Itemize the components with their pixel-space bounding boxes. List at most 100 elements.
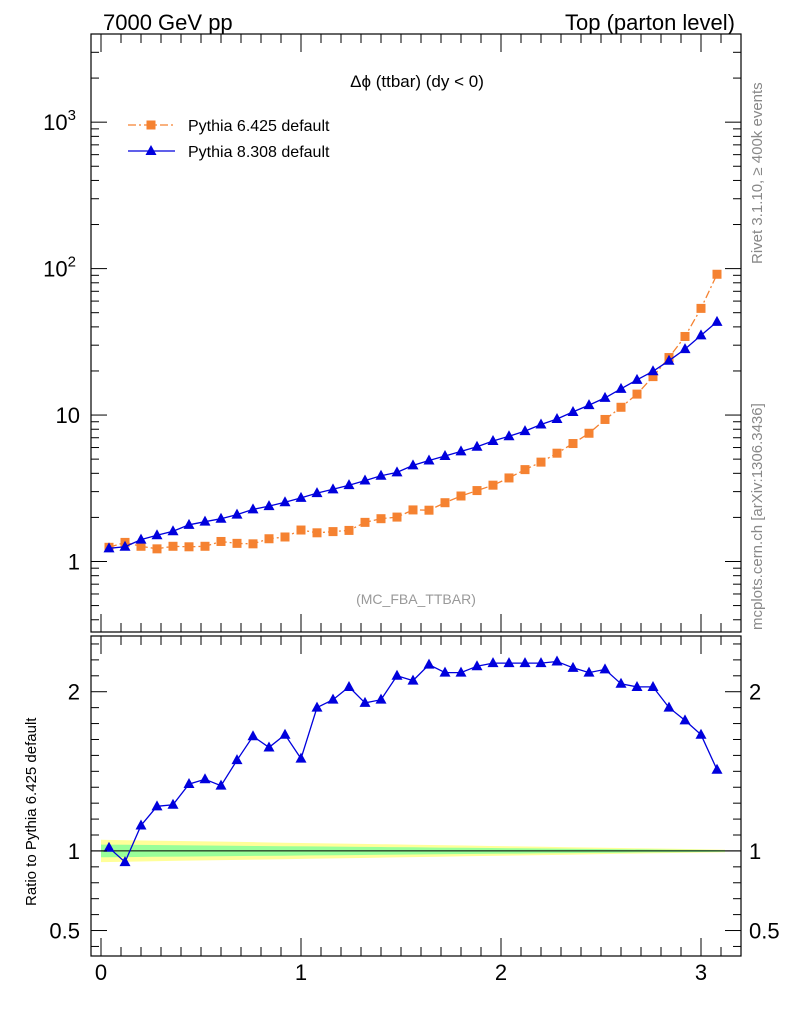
legend-entry-pythia6: Pythia 6.425 default [128,118,330,135]
legend-entry-pythia8: Pythia 8.308 default [128,144,330,161]
ratio-point [583,666,595,677]
series-point-0 [600,414,610,424]
series-point-1 [519,425,531,436]
series-point-1 [263,500,275,511]
ratio-point [407,674,419,685]
series-point-1 [583,399,595,410]
series-point-0 [344,525,354,535]
ratio-ytick-label-left: 0.5 [49,919,80,944]
series-point-1 [567,405,579,416]
series-point-1 [487,434,499,445]
ratio-point [263,741,275,752]
ratio-point [215,779,227,790]
series-point-1 [471,440,483,451]
series-point-1 [679,343,691,354]
ratio-xtick-label: 0 [95,960,107,985]
series-point-0 [552,448,562,458]
series-point-1 [215,512,227,523]
ratio-ylabel: Ratio to Pythia 6.425 default [23,717,40,906]
series-point-1 [359,474,371,485]
main-ytick-label: 103 [43,107,76,135]
series-point-0 [488,480,498,490]
series-point-0 [504,473,514,483]
series-point-1 [423,454,435,465]
ratio-point [295,752,307,763]
series-point-1 [247,503,259,514]
ratio-point [647,680,659,691]
series-point-1 [455,445,467,456]
series-point-1 [183,518,195,529]
ratio-point [535,657,547,668]
ratio-ytick-label-right: 1 [749,839,761,864]
series-point-0 [168,541,178,551]
series-point-1 [647,365,659,376]
series-point-0 [200,541,210,551]
series-point-1 [631,373,643,384]
ratio-point [359,696,371,707]
ratio-point [439,666,451,677]
series-point-0 [520,465,530,475]
chart-title: Δϕ (ttbar) (dy < 0) [350,72,484,91]
series-point-0 [232,538,242,548]
series-point-1 [615,382,627,393]
ratio-point [695,728,707,739]
ratio-point [599,663,611,674]
ratio-point [247,730,259,741]
series-point-0 [408,505,418,515]
legend-label-pythia8: Pythia 8.308 default [188,144,330,161]
main-panel: Δϕ (ttbar) (dy < 0) (MC_FBA_TTBAR) 11010… [43,33,742,633]
analysis-label: (MC_FBA_TTBAR) [356,591,476,607]
series-point-0 [312,528,322,538]
ratio-ytick-label-left: 1 [68,839,80,864]
ratio-point [103,841,115,852]
series-point-1 [391,466,403,477]
series-line-0 [108,274,718,550]
ratio-point [375,693,387,704]
main-series [103,269,723,554]
header-left: 7000 GeV pp [103,10,233,35]
ratio-point [343,680,355,691]
ratio-point [135,819,147,830]
main-ytick-exp: 2 [68,254,76,271]
ratio-x-axis: 0 1 2 3 [95,636,722,985]
ratio-line [108,660,718,864]
series-point-0 [536,457,546,467]
ratio-point [199,773,211,784]
header-right: Top (parton level) [565,10,735,35]
main-frame [90,33,742,633]
ratio-point [455,666,467,677]
ratio-point [663,701,675,712]
series-point-1 [503,430,515,441]
series-point-1 [407,459,419,470]
main-ytick-label: 10 [56,403,80,428]
series-point-1 [695,329,707,340]
series-point-0 [264,534,274,544]
series-point-1 [439,450,451,461]
series-point-1 [119,540,131,551]
series-point-0 [616,402,626,412]
series-point-1 [199,515,211,526]
series-point-1 [711,315,723,326]
series-point-0 [712,269,722,279]
ratio-ytick-label-right: 0.5 [749,919,780,944]
ratio-point [679,714,691,725]
series-point-0 [376,514,386,524]
ratio-point [167,798,179,809]
legend: Pythia 6.425 default Pythia 8.308 defaul… [128,118,330,161]
main-ytick-label: 102 [43,254,76,282]
series-point-0 [440,498,450,508]
ratio-point [423,658,435,669]
series-point-0 [296,525,306,535]
ratio-y-axis: 0.5 0.5 1 1 2 2 [49,643,780,947]
main-x-axis [100,34,722,632]
ratio-point [471,660,483,671]
side-rivet: Rivet 3.1.10, ≥ 400k events [749,82,766,264]
main-ytick-base: 10 [43,110,67,135]
series-point-1 [311,487,323,498]
series-point-0 [424,505,434,515]
series-point-0 [648,372,658,382]
series-point-1 [135,533,147,544]
ratio-point [151,800,163,811]
ratio-panel: 0.5 0.5 1 1 2 2 0 1 2 3 Ratio to Pythia 6.425 de… [23,635,780,985]
ratio-xtick-label: 1 [295,960,307,985]
